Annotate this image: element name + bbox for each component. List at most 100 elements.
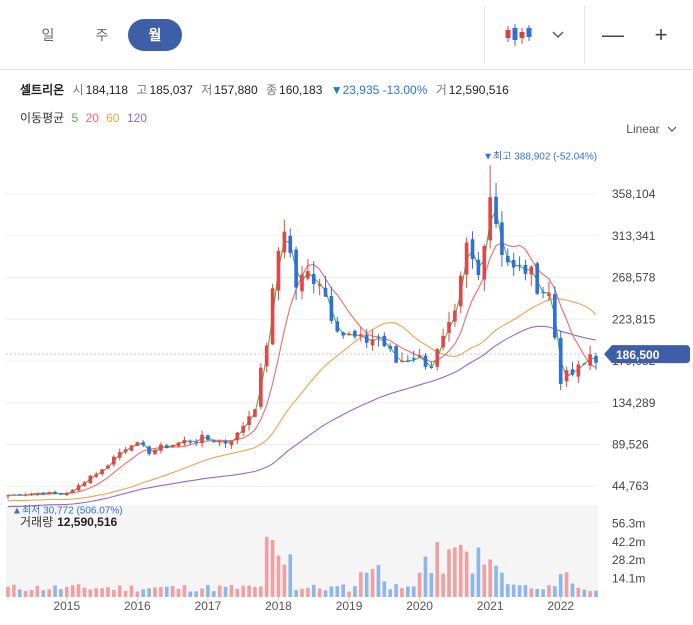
candle-body (470, 239, 475, 260)
volume-bar (70, 585, 75, 597)
candle-body (235, 432, 240, 441)
candle-body (211, 441, 216, 443)
volume-bar (411, 586, 416, 597)
candle-body (523, 264, 528, 274)
volume-bar (282, 564, 287, 597)
volume-bar (364, 572, 369, 597)
tab-week[interactable]: 주 (95, 27, 109, 43)
toolbar-divider (484, 6, 485, 64)
volume-bar (106, 587, 110, 597)
volume-bar (12, 584, 16, 597)
zoom-in-button[interactable]: + (654, 22, 668, 47)
volume-bar (358, 572, 363, 597)
open-label: 시 (72, 83, 84, 97)
x-tick-label: 2019 (336, 599, 363, 613)
ma-60-label[interactable]: 60 (106, 111, 120, 125)
volume-bar (476, 547, 481, 597)
volume-bar (100, 588, 104, 597)
close-value: 160,183 (279, 83, 323, 97)
x-tick-label: 2018 (265, 599, 292, 613)
volume-bar (123, 590, 128, 597)
volume-bar (47, 589, 51, 597)
ma-20-label[interactable]: 20 (85, 111, 99, 125)
ma-120-label[interactable]: 120 (126, 111, 147, 125)
candle-body (511, 259, 516, 268)
price-summary: 셀트리온 시 184,118 고 185,037 저 157,880 종 160,183… (20, 81, 514, 98)
candle-body (458, 275, 463, 307)
volume-bar (29, 589, 34, 597)
candle-body (229, 441, 234, 445)
candle-body (153, 450, 157, 455)
x-tick-label: 2015 (53, 599, 80, 613)
volume-bar (59, 589, 63, 597)
candle-body (594, 355, 598, 363)
volume-bar (153, 587, 157, 597)
candle-body (276, 250, 281, 291)
volume-panel-bg (6, 505, 598, 597)
volume-bar (382, 581, 387, 597)
candle-body (223, 441, 228, 444)
candle-body (317, 283, 322, 286)
chevron-down-icon[interactable] (546, 18, 570, 52)
toolbar-divider (584, 6, 585, 64)
tab-day[interactable]: 일 (41, 27, 55, 43)
candle-body (217, 440, 222, 443)
candle-body (194, 441, 198, 443)
scale-mode-dropdown[interactable]: Linear (626, 122, 677, 136)
high-label: 고 (136, 83, 148, 97)
max-price-marker: ▼최고 388,902 (-52.04%) (483, 150, 597, 162)
volume-bar (159, 587, 163, 597)
volume-bar (112, 589, 116, 597)
volume-bar (41, 590, 46, 597)
volume-bar (253, 587, 257, 597)
volume-bar (458, 545, 463, 597)
volume-bar (370, 568, 375, 597)
ma-5-label[interactable]: 5 (71, 111, 79, 125)
candle-body (147, 446, 151, 454)
zoom-out-button[interactable]: — (602, 22, 624, 47)
candle-body (64, 493, 69, 496)
candle-body (382, 335, 387, 347)
x-tick-label: 2017 (195, 599, 222, 613)
candle-body (141, 442, 146, 446)
candle-body (170, 444, 175, 448)
volume-bar (582, 589, 587, 597)
candle-body (517, 264, 522, 266)
candle-body (341, 332, 345, 336)
moving-average-legend: 이동평균 5 20 60 120 (20, 109, 151, 126)
x-tick-label: 2020 (406, 599, 433, 613)
candle-body (282, 231, 287, 253)
candle-body (294, 249, 298, 288)
candle-body (35, 492, 40, 495)
candle-body (29, 493, 34, 496)
candle-body (370, 339, 375, 346)
candle-body (323, 287, 328, 297)
volume-bar (500, 572, 504, 597)
candle-body (476, 259, 481, 276)
candle-body (558, 337, 563, 384)
volume-bar (541, 589, 545, 597)
volume-tick-label: 14.1m (612, 572, 645, 586)
volume-bar (264, 536, 269, 597)
candle-body (253, 409, 257, 417)
volume-bar (164, 586, 169, 597)
volume-bar (482, 564, 487, 597)
volume-bar (347, 591, 351, 597)
candle-body (129, 445, 134, 451)
volume-bar (388, 589, 393, 597)
volume-bar (211, 591, 216, 597)
volume-legend-value: 12,590,516 (57, 515, 118, 529)
candle-body (488, 197, 492, 241)
candlestick-icon[interactable] (496, 18, 540, 52)
candle-body (564, 370, 569, 382)
volume-bar (170, 585, 175, 597)
volume-bar (141, 589, 146, 597)
candle-body (535, 263, 540, 294)
tab-month[interactable]: 월 (128, 19, 182, 51)
volume-bar (259, 586, 263, 597)
volume-bar (400, 587, 404, 597)
volume-bar (353, 586, 357, 597)
candle-body (206, 435, 210, 440)
volume-bar (188, 591, 193, 597)
